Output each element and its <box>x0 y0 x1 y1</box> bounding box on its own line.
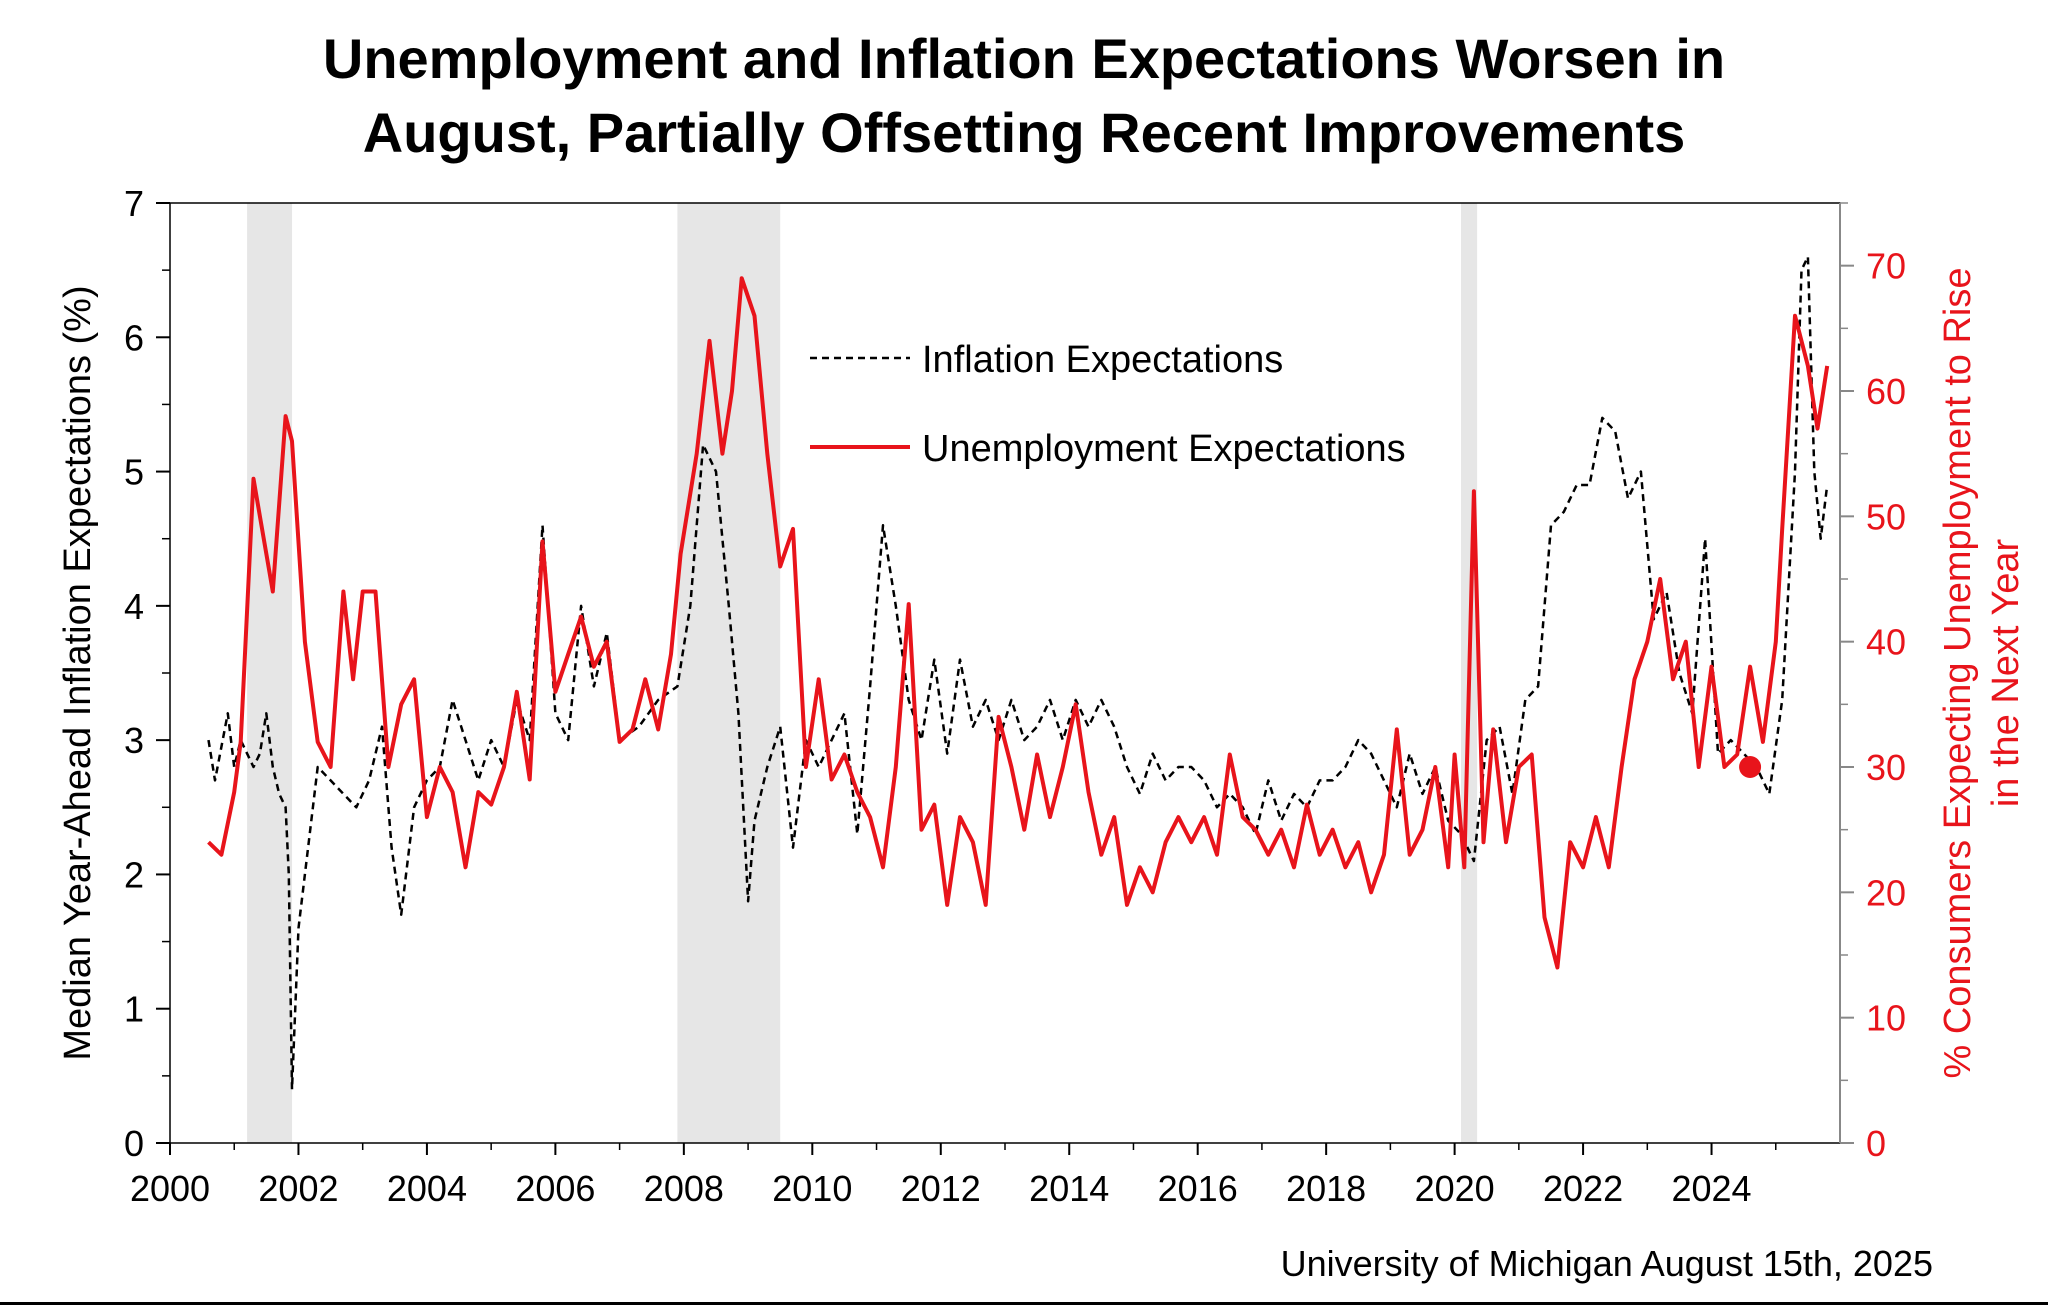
x-tick-label-2000: 2000 <box>130 1168 210 1209</box>
recession-band-2 <box>677 203 781 1143</box>
x-tick-label-2004: 2004 <box>387 1168 467 1209</box>
x-tick-label-2008: 2008 <box>644 1168 724 1209</box>
chart-title-line-2: August, Partially Offsetting Recent Impr… <box>362 101 1686 164</box>
right-tick-label-20: 20 <box>1866 872 1906 913</box>
right-axis-label-line-2: in the Next Year <box>1985 539 2027 808</box>
x-tick-label-2010: 2010 <box>772 1168 852 1209</box>
highlight-point <box>1739 756 1762 778</box>
right-tick-label-60: 60 <box>1866 371 1906 412</box>
x-tick-label-2022: 2022 <box>1543 1168 1623 1209</box>
x-tick-label-2012: 2012 <box>901 1168 981 1209</box>
right-tick-label-70: 70 <box>1866 246 1906 287</box>
left-tick-label-3: 3 <box>124 720 144 761</box>
left-tick-label-5: 5 <box>124 452 144 493</box>
right-tick-label-50: 50 <box>1866 496 1906 537</box>
left-tick-label-4: 4 <box>124 586 144 627</box>
left-tick-label-7: 7 <box>124 183 144 224</box>
right-tick-label-0: 0 <box>1866 1123 1886 1164</box>
x-tick-label-2020: 2020 <box>1415 1168 1495 1209</box>
legend-label-unemployment: Unemployment Expectations <box>922 428 1406 470</box>
chart-title: Unemployment and Inflation Expectations … <box>0 22 2048 170</box>
bottom-divider <box>0 1302 2048 1305</box>
left-tick-label-2: 2 <box>124 854 144 895</box>
left-tick-label-0: 0 <box>124 1123 144 1164</box>
left-axis-label: Median Year-Ahead Inflation Expectations… <box>57 285 99 1060</box>
x-tick-label-2016: 2016 <box>1158 1168 1238 1209</box>
legend: Inflation Expectations Unemployment Expec… <box>810 339 1406 470</box>
left-tick-label-6: 6 <box>124 317 144 358</box>
x-tick-label-2002: 2002 <box>258 1168 338 1209</box>
right-tick-label-40: 40 <box>1866 622 1906 663</box>
source-note: University of Michigan August 15th, 2025 <box>1280 1243 1933 1284</box>
chart-title-line-1: Unemployment and Inflation Expectations … <box>322 27 1726 90</box>
legend-label-inflation: Inflation Expectations <box>922 339 1283 381</box>
recession-shading-layer <box>247 203 1478 1143</box>
x-tick-label-2014: 2014 <box>1029 1168 1109 1209</box>
right-axis-label-line-1: % Consumers Expecting Unemployment to Ri… <box>1937 267 1979 1078</box>
x-tick-label-2024: 2024 <box>1671 1168 1751 1209</box>
x-tick-label-2018: 2018 <box>1286 1168 1366 1209</box>
left-tick-label-1: 1 <box>124 989 144 1030</box>
unemployment-expectations-line <box>207 276 1830 970</box>
right-tick-label-30: 30 <box>1866 747 1906 788</box>
right-tick-label-10: 10 <box>1866 998 1906 1039</box>
series-layer <box>207 255 1830 1091</box>
recession-band-1 <box>247 203 293 1143</box>
x-tick-label-2006: 2006 <box>515 1168 595 1209</box>
inflation-expectations-line <box>207 255 1829 1091</box>
